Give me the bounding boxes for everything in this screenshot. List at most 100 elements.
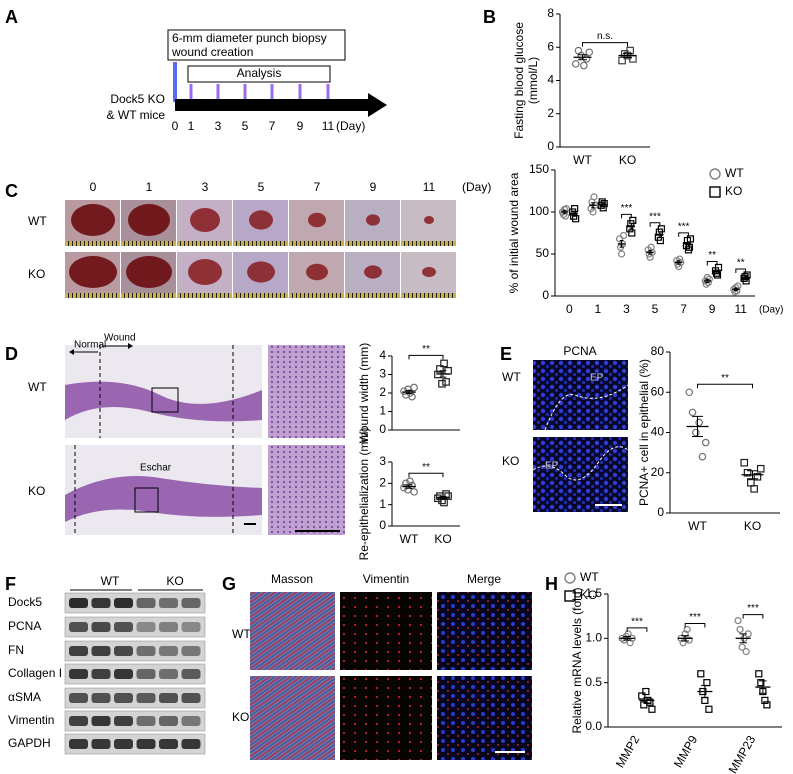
data-point (761, 696, 769, 705)
blot-band (136, 598, 156, 608)
panel-label: G (222, 574, 236, 594)
significance-bracket (706, 260, 718, 266)
wound (249, 210, 273, 230)
significance-bracket (742, 614, 764, 619)
significance-label: ** (422, 462, 430, 473)
error-bar (686, 242, 691, 248)
legend-marker (709, 186, 721, 198)
error-bar (572, 210, 576, 217)
analysis-tick (216, 84, 220, 99)
significance-bracket (408, 472, 444, 478)
data-point (703, 679, 711, 687)
blot-band (91, 739, 111, 749)
wound (128, 204, 170, 236)
zoom-box (134, 487, 159, 513)
y-tick-label: 40 (651, 425, 665, 439)
significance-bracket (684, 622, 706, 628)
data-point (685, 636, 693, 644)
pcna-images: PCNA EP EP WT KO (502, 344, 629, 512)
day-unit: (Day) (462, 180, 491, 194)
error-bar (648, 250, 652, 255)
row-label: WT (28, 214, 47, 228)
y-tick-label: 0 (542, 288, 549, 302)
if-image (533, 437, 628, 512)
wound (422, 267, 436, 277)
wound (71, 204, 115, 236)
blot-band (69, 693, 88, 703)
data-point (698, 452, 707, 461)
day-label: 3 (215, 119, 222, 133)
legend-marker (564, 590, 576, 602)
error-bar (623, 636, 631, 641)
error-bar (747, 470, 758, 480)
data-point (406, 389, 414, 397)
data-point (701, 438, 710, 447)
legend-label: KO (580, 588, 597, 602)
error-bar (681, 635, 689, 642)
significance-label: ** (422, 344, 430, 355)
day-label: 7 (314, 180, 321, 194)
data-point (743, 468, 752, 477)
wound (308, 212, 326, 228)
error-bar (734, 287, 738, 292)
y-tick-label: 0.0 (585, 719, 602, 733)
image-title: PCNA (563, 344, 596, 358)
error-bar (405, 484, 413, 489)
x-tick-label: MMP2 (613, 733, 643, 770)
data-point (410, 488, 418, 496)
y-axis-label: Relative mRNA levels (fold) (570, 587, 584, 733)
wound (366, 214, 380, 226)
blot-band (91, 598, 111, 608)
analysis-text: Analysis (237, 66, 282, 80)
day-label: 9 (297, 119, 304, 133)
x-tick-label: KO (619, 153, 636, 167)
error-bar (676, 260, 681, 265)
y-tick-label: 3 (379, 454, 386, 468)
x-axis-label: (Day) (759, 305, 783, 316)
staining-images: Masson Vimentin Merge WT KO (232, 572, 532, 760)
ruler (121, 241, 176, 246)
wound (126, 256, 172, 288)
blot-band (159, 739, 178, 749)
x-tick-label: 9 (709, 302, 716, 316)
analysis-tick (243, 84, 247, 99)
error-bar (405, 390, 413, 395)
panel-label: D (5, 344, 18, 364)
blot-band (136, 716, 156, 726)
row-label: KO (28, 267, 45, 281)
data-point (436, 365, 444, 373)
panel-label: B (483, 7, 496, 27)
blot-band (159, 716, 178, 726)
ruler (177, 241, 232, 246)
wound (424, 216, 434, 224)
data-point (683, 625, 691, 634)
blot-band (136, 693, 156, 703)
blot-band (91, 669, 111, 679)
error-bar (600, 202, 605, 207)
blot-band (181, 622, 201, 632)
y-tick-label: 1.5 (585, 586, 602, 600)
error-bar (439, 496, 447, 500)
error-bar (692, 415, 703, 438)
data-point (590, 193, 598, 201)
ruler (65, 241, 120, 246)
error-bar (715, 269, 719, 274)
row-label: KO (232, 710, 249, 724)
blot-band (136, 622, 156, 632)
data-point (589, 208, 597, 216)
blot-band (114, 716, 133, 726)
blot-band (69, 739, 88, 749)
blot-band (69, 598, 88, 608)
x-tick-label: MMP9 (671, 733, 701, 770)
box-text: wound creation (171, 45, 253, 59)
blot-band (181, 598, 201, 608)
blot-band (159, 646, 178, 656)
column-label: Masson (271, 572, 313, 586)
error-bar (619, 240, 624, 248)
y-tick-label: 4 (547, 73, 554, 87)
data-point (756, 464, 765, 473)
panel-label: C (5, 181, 18, 201)
y-tick-label: 1.0 (585, 631, 602, 645)
arrowhead (69, 349, 74, 355)
